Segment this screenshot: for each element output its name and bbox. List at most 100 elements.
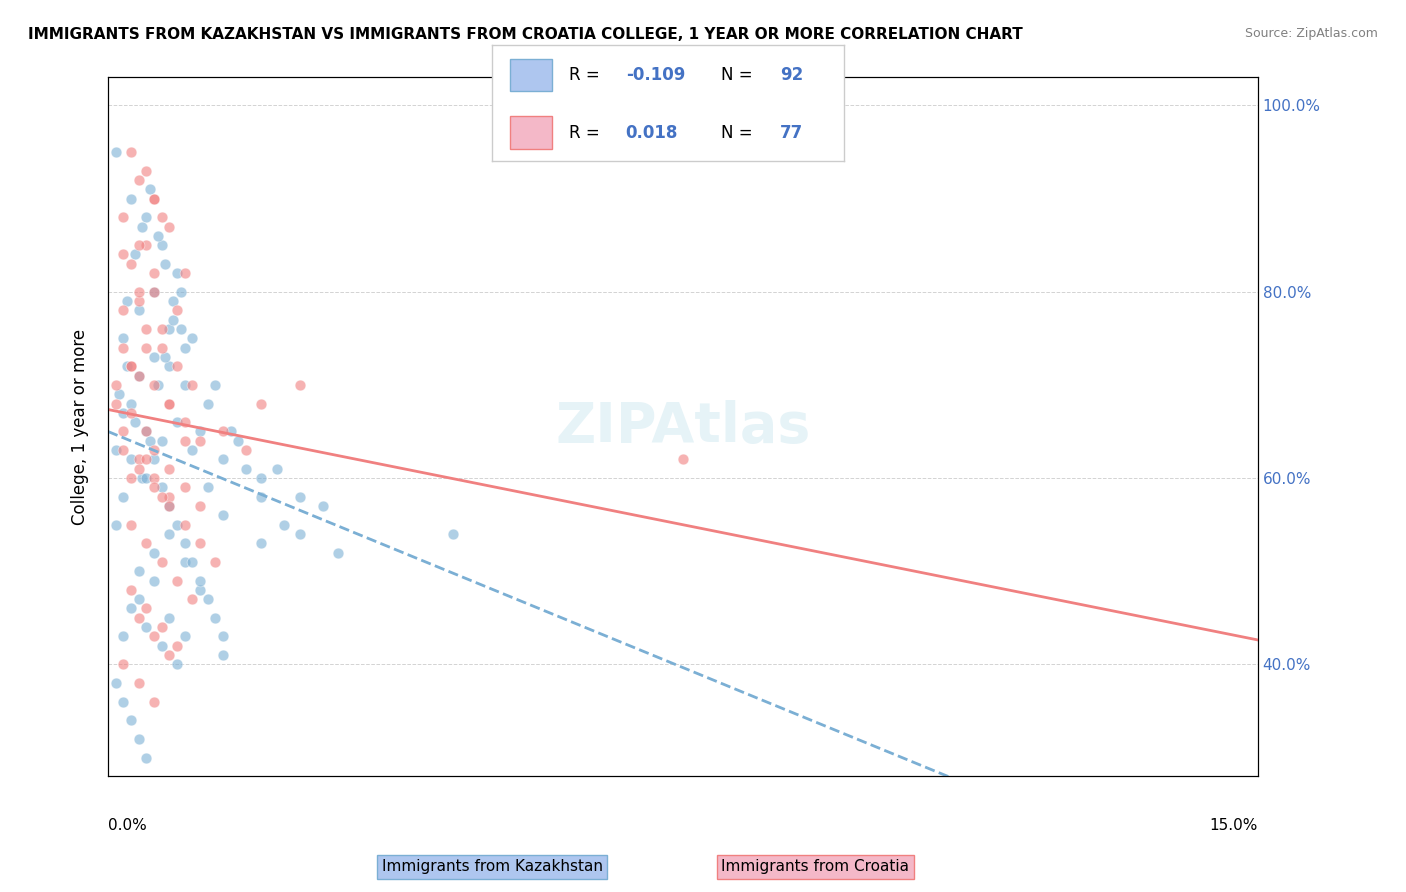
Point bbox=[166, 517, 188, 532]
Point bbox=[120, 517, 142, 532]
Point bbox=[139, 182, 162, 196]
Point bbox=[157, 219, 180, 234]
Point bbox=[235, 461, 257, 475]
Point bbox=[150, 639, 173, 653]
Point bbox=[157, 396, 180, 410]
Point bbox=[124, 247, 146, 261]
Point bbox=[112, 425, 135, 439]
Point bbox=[166, 266, 188, 280]
Point bbox=[157, 359, 180, 374]
Point bbox=[120, 257, 142, 271]
Text: IMMIGRANTS FROM KAZAKHSTAN VS IMMIGRANTS FROM CROATIA COLLEGE, 1 YEAR OR MORE CO: IMMIGRANTS FROM KAZAKHSTAN VS IMMIGRANTS… bbox=[28, 27, 1024, 42]
Point bbox=[157, 648, 180, 662]
Point bbox=[226, 434, 249, 448]
Point bbox=[120, 145, 142, 159]
Point bbox=[150, 238, 173, 252]
Point bbox=[173, 480, 195, 494]
Point bbox=[128, 285, 150, 299]
Point bbox=[104, 443, 127, 458]
Point bbox=[166, 574, 188, 588]
Point bbox=[326, 545, 349, 559]
Point bbox=[311, 499, 333, 513]
Point bbox=[166, 415, 188, 429]
Point bbox=[197, 480, 219, 494]
Point bbox=[143, 350, 166, 364]
Point bbox=[219, 425, 242, 439]
Point bbox=[120, 582, 142, 597]
Text: R =: R = bbox=[569, 124, 606, 142]
Point bbox=[166, 359, 188, 374]
Point bbox=[273, 517, 295, 532]
Point bbox=[104, 676, 127, 690]
Text: ZIPAtlas: ZIPAtlas bbox=[555, 400, 811, 454]
Point bbox=[135, 471, 157, 485]
Point bbox=[128, 173, 150, 187]
Point bbox=[112, 210, 135, 224]
Point bbox=[143, 285, 166, 299]
Point bbox=[112, 657, 135, 672]
Point bbox=[135, 425, 157, 439]
Point bbox=[128, 238, 150, 252]
Point bbox=[135, 341, 157, 355]
Point bbox=[120, 713, 142, 727]
Point bbox=[173, 266, 195, 280]
Point bbox=[157, 461, 180, 475]
Point bbox=[143, 574, 166, 588]
Point bbox=[112, 406, 135, 420]
Point bbox=[166, 657, 188, 672]
Point bbox=[204, 555, 226, 569]
Point bbox=[441, 527, 464, 541]
Point bbox=[128, 611, 150, 625]
Point bbox=[672, 452, 695, 467]
Text: 77: 77 bbox=[780, 124, 804, 142]
Point bbox=[173, 536, 195, 550]
Point bbox=[135, 322, 157, 336]
Point bbox=[150, 490, 173, 504]
Point bbox=[150, 210, 173, 224]
Point bbox=[197, 396, 219, 410]
Point bbox=[212, 629, 235, 643]
Point bbox=[157, 490, 180, 504]
Point bbox=[162, 293, 184, 308]
Point bbox=[128, 368, 150, 383]
Point bbox=[146, 228, 169, 243]
Point bbox=[181, 592, 204, 607]
Point bbox=[150, 620, 173, 634]
Point bbox=[157, 499, 180, 513]
Point bbox=[181, 331, 204, 345]
Point bbox=[135, 601, 157, 615]
Point bbox=[166, 303, 188, 318]
Point bbox=[104, 145, 127, 159]
Point bbox=[143, 629, 166, 643]
Point bbox=[188, 499, 211, 513]
Point bbox=[288, 527, 311, 541]
Point bbox=[135, 536, 157, 550]
Text: 15.0%: 15.0% bbox=[1209, 818, 1258, 833]
Point bbox=[188, 582, 211, 597]
Point bbox=[131, 471, 153, 485]
Point bbox=[250, 536, 273, 550]
Point bbox=[162, 312, 184, 326]
Text: 92: 92 bbox=[780, 66, 804, 84]
Point bbox=[143, 443, 166, 458]
Text: 0.0%: 0.0% bbox=[108, 818, 146, 833]
Point bbox=[188, 574, 211, 588]
Point bbox=[135, 425, 157, 439]
Point bbox=[146, 377, 169, 392]
Point bbox=[128, 452, 150, 467]
Point bbox=[112, 629, 135, 643]
Point bbox=[120, 406, 142, 420]
Text: N =: N = bbox=[721, 124, 758, 142]
Point bbox=[173, 341, 195, 355]
Point bbox=[128, 303, 150, 318]
Point bbox=[150, 555, 173, 569]
Point bbox=[212, 452, 235, 467]
Point bbox=[170, 322, 193, 336]
Point bbox=[128, 676, 150, 690]
Point bbox=[173, 629, 195, 643]
Point bbox=[135, 163, 157, 178]
Point bbox=[120, 452, 142, 467]
Point bbox=[135, 620, 157, 634]
Point bbox=[157, 527, 180, 541]
Point bbox=[128, 564, 150, 578]
